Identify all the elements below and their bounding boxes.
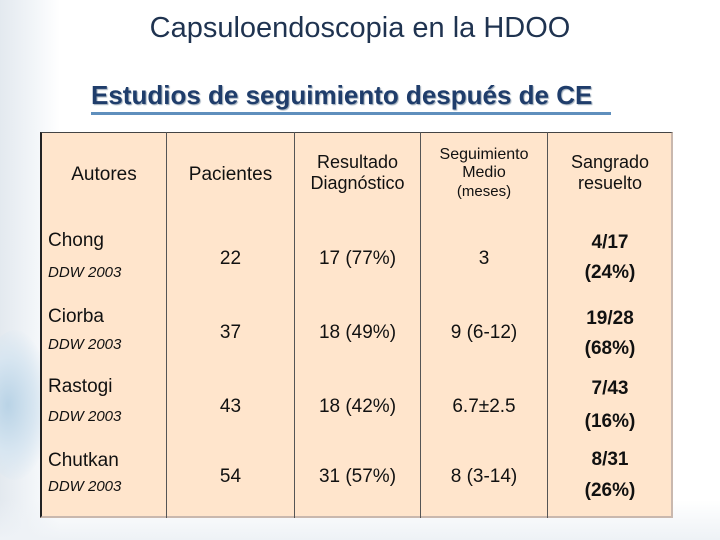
pacientes-value: 43 — [219, 396, 242, 417]
header-pacientes: Pacientes — [188, 164, 273, 185]
header-sangrado-line2: resuelto — [577, 172, 643, 193]
resultado-value: 18 (49%) — [318, 322, 397, 343]
column-divider — [294, 132, 295, 518]
seguimiento-value: 6.7±2.5 — [452, 396, 516, 417]
header-resultado: Resultado Diagnóstico — [295, 152, 420, 193]
header-seguimiento: Seguimiento Medio (meses) — [421, 146, 547, 200]
pacientes-value: 22 — [219, 248, 242, 269]
sangrado-fraction: 8/31 — [591, 449, 629, 470]
results-table — [40, 132, 673, 518]
header-autores: Autores — [71, 164, 137, 185]
author-source: DDW 2003 — [48, 478, 122, 495]
pacientes-value: 37 — [219, 322, 242, 343]
resultado-value: 31 (57%) — [318, 466, 397, 487]
header-seguimiento-line3: (meses) — [456, 182, 512, 200]
header-resultado-line1: Resultado — [316, 152, 399, 172]
column-divider — [420, 132, 421, 518]
header-resultado-line2: Diagnóstico — [310, 172, 405, 193]
sangrado-percent: (26%) — [584, 480, 636, 501]
sangrado-fraction: 7/43 — [591, 378, 629, 399]
author-name: Chutkan — [48, 450, 119, 471]
header-seguimiento-line2: Medio — [462, 164, 506, 182]
author-name: Chong — [48, 230, 104, 251]
header-sangrado: Sangrado resuelto — [548, 152, 672, 193]
subtitle-underline — [91, 112, 611, 115]
column-divider — [547, 132, 548, 518]
column-divider — [166, 132, 167, 518]
author-source: DDW 2003 — [48, 264, 122, 281]
slide-subtitle: Estudios de seguimiento después de CE — [91, 80, 593, 110]
seguimiento-value: 8 (3-14) — [450, 466, 518, 487]
sangrado-fraction: 19/28 — [586, 308, 634, 329]
resultado-value: 18 (42%) — [318, 396, 397, 417]
pacientes-value: 54 — [219, 466, 242, 487]
sangrado-percent: (24%) — [584, 262, 636, 283]
author-source: DDW 2003 — [48, 408, 122, 425]
author-name: Ciorba — [48, 306, 104, 327]
seguimiento-value: 9 (6-12) — [450, 322, 518, 343]
slide-title: Capsuloendoscopia en la HDOO — [149, 12, 571, 44]
sangrado-percent: (16%) — [584, 411, 636, 432]
seguimiento-value: 3 — [478, 248, 490, 269]
sangrado-percent: (68%) — [584, 338, 636, 359]
header-seguimiento-line1: Seguimiento — [439, 146, 529, 163]
sangrado-fraction: 4/17 — [591, 232, 629, 253]
author-name: Rastogi — [48, 376, 113, 397]
author-source: DDW 2003 — [48, 336, 122, 353]
resultado-value: 17 (77%) — [318, 248, 397, 269]
header-sangrado-line1: Sangrado — [570, 152, 650, 172]
